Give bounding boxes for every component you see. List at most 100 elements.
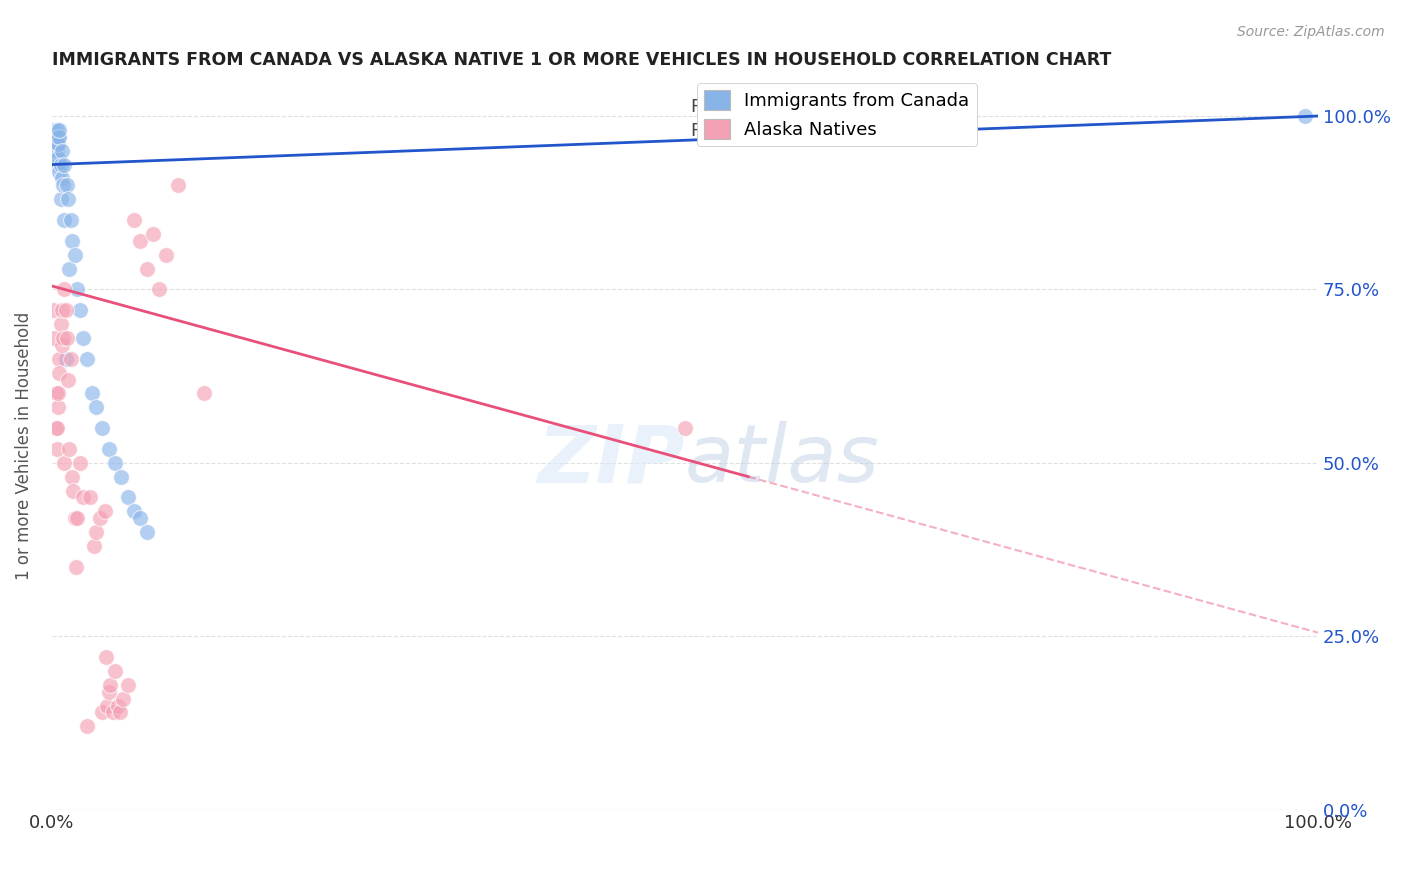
Point <box>49 192 72 206</box>
Point <box>117 678 139 692</box>
Point <box>59 351 82 366</box>
Point <box>66 511 89 525</box>
Point <box>44 144 66 158</box>
Point <box>53 157 76 171</box>
Point <box>45 157 67 171</box>
Point <box>45 386 67 401</box>
Point <box>51 303 73 318</box>
Point <box>91 706 114 720</box>
Point <box>52 178 75 193</box>
Point <box>84 401 107 415</box>
Point <box>98 678 121 692</box>
Point <box>60 469 83 483</box>
Point <box>96 698 118 713</box>
Point <box>49 317 72 331</box>
Point <box>135 261 157 276</box>
Point <box>122 213 145 227</box>
Point <box>45 136 67 151</box>
Text: N =: N = <box>818 98 858 116</box>
Point <box>46 136 69 151</box>
Point <box>62 483 84 498</box>
Point <box>46 136 69 151</box>
Point <box>82 386 104 401</box>
Point <box>76 351 98 366</box>
Point <box>45 129 67 144</box>
Point <box>44 331 66 345</box>
Point <box>72 491 94 505</box>
Point <box>49 157 72 171</box>
Text: 0.395: 0.395 <box>730 98 786 116</box>
Point <box>46 129 69 144</box>
Text: -0.298: -0.298 <box>730 122 794 140</box>
Point <box>117 491 139 505</box>
Point <box>51 171 73 186</box>
Point <box>69 303 91 318</box>
Point <box>76 719 98 733</box>
Text: ZIP: ZIP <box>537 421 685 499</box>
Point <box>65 559 87 574</box>
Text: atlas: atlas <box>685 421 880 499</box>
Text: IMMIGRANTS FROM CANADA VS ALASKA NATIVE 1 OR MORE VEHICLES IN HOUSEHOLD CORRELAT: IMMIGRANTS FROM CANADA VS ALASKA NATIVE … <box>52 51 1111 69</box>
Point <box>97 442 120 456</box>
Point <box>94 504 117 518</box>
Point <box>101 706 124 720</box>
Point <box>48 129 70 144</box>
Text: Source: ZipAtlas.com: Source: ZipAtlas.com <box>1237 25 1385 39</box>
Point <box>58 261 80 276</box>
Point <box>58 192 80 206</box>
Point <box>142 227 165 241</box>
Point <box>53 282 76 296</box>
Point <box>122 504 145 518</box>
Point <box>104 456 127 470</box>
Point <box>1295 109 1317 123</box>
Point <box>44 123 66 137</box>
Point <box>52 331 75 345</box>
Point <box>129 234 152 248</box>
Point <box>42 129 65 144</box>
Point <box>84 525 107 540</box>
Point <box>66 282 89 296</box>
Point <box>110 469 132 483</box>
Point <box>167 178 190 193</box>
Point <box>63 511 86 525</box>
Point <box>45 421 67 435</box>
Point <box>72 331 94 345</box>
Point <box>83 539 105 553</box>
Point <box>91 421 114 435</box>
Point <box>89 511 111 525</box>
Point <box>42 303 65 318</box>
Point <box>58 373 80 387</box>
Point <box>79 491 101 505</box>
Point <box>45 123 67 137</box>
Point <box>53 213 76 227</box>
Point <box>59 213 82 227</box>
Point <box>46 386 69 401</box>
Point <box>108 706 131 720</box>
Point <box>48 123 70 137</box>
Text: N =: N = <box>818 122 858 140</box>
Point <box>48 164 70 178</box>
Point <box>45 421 67 435</box>
Point <box>58 442 80 456</box>
Legend: Immigrants from Canada, Alaska Natives: Immigrants from Canada, Alaska Natives <box>697 83 977 146</box>
Point <box>148 282 170 296</box>
Point <box>63 248 86 262</box>
Y-axis label: 1 or more Vehicles in Household: 1 or more Vehicles in Household <box>15 311 32 580</box>
Point <box>53 456 76 470</box>
Point <box>107 698 129 713</box>
Point <box>56 178 79 193</box>
Point <box>45 129 67 144</box>
Point <box>69 456 91 470</box>
Point <box>96 650 118 665</box>
Point <box>56 331 79 345</box>
Point <box>51 144 73 158</box>
Point <box>193 386 215 401</box>
Point <box>48 366 70 380</box>
Point <box>45 144 67 158</box>
Text: R =: R = <box>692 122 730 140</box>
Text: 54: 54 <box>856 122 882 140</box>
Point <box>55 351 77 366</box>
Point <box>48 351 70 366</box>
Point <box>51 338 73 352</box>
Point <box>46 401 69 415</box>
